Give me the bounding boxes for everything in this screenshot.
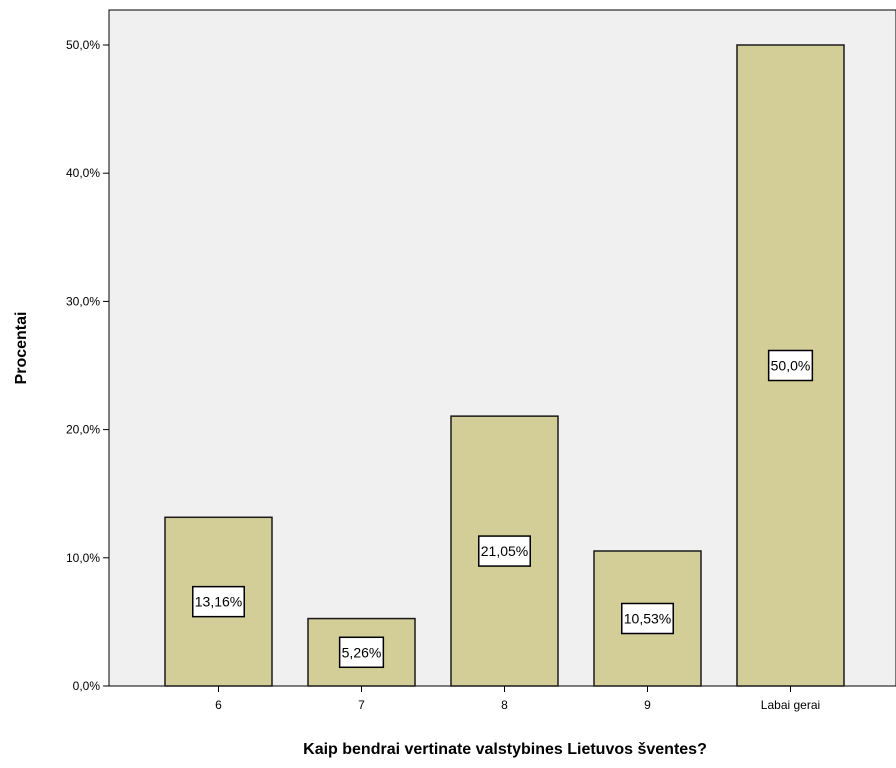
y-tick-label: 30,0%	[66, 294, 100, 308]
x-tick-label: Labai gerai	[761, 698, 820, 712]
data-label-box	[621, 602, 674, 635]
data-label-box	[767, 349, 814, 382]
y-tick-label: 20,0%	[66, 423, 100, 437]
data-label: 5,26%	[342, 644, 382, 660]
bars: 13,16% 5,26% 21,05% 10,53% 50,0%	[164, 44, 845, 687]
y-axis-title: Procentai	[13, 312, 30, 385]
y-tick-label: 0,0%	[73, 679, 101, 693]
x-axis: 6 7 8 9 Labai gerai	[215, 686, 820, 712]
y-axis: 0,0% 10,0% 20,0% 30,0% 40,0% 50,0%	[66, 38, 109, 693]
data-label: 21,05%	[481, 543, 528, 559]
data-label: 10,53%	[624, 611, 671, 627]
data-label: 50,0%	[771, 358, 811, 374]
x-tick-label: 9	[644, 698, 651, 712]
data-label-box	[338, 636, 385, 669]
y-tick-label: 50,0%	[66, 38, 100, 52]
x-axis-title: Kaip bendrai vertinate valstybines Lietu…	[303, 741, 707, 758]
data-label: 13,16%	[195, 594, 242, 610]
data-label-box	[478, 535, 531, 567]
y-tick-label: 40,0%	[66, 166, 100, 180]
x-tick-label: 6	[215, 698, 222, 712]
y-tick-label: 10,0%	[66, 551, 100, 565]
data-label-box	[192, 585, 245, 618]
x-tick-label: 8	[501, 698, 508, 712]
x-tick-label: 7	[358, 698, 365, 712]
